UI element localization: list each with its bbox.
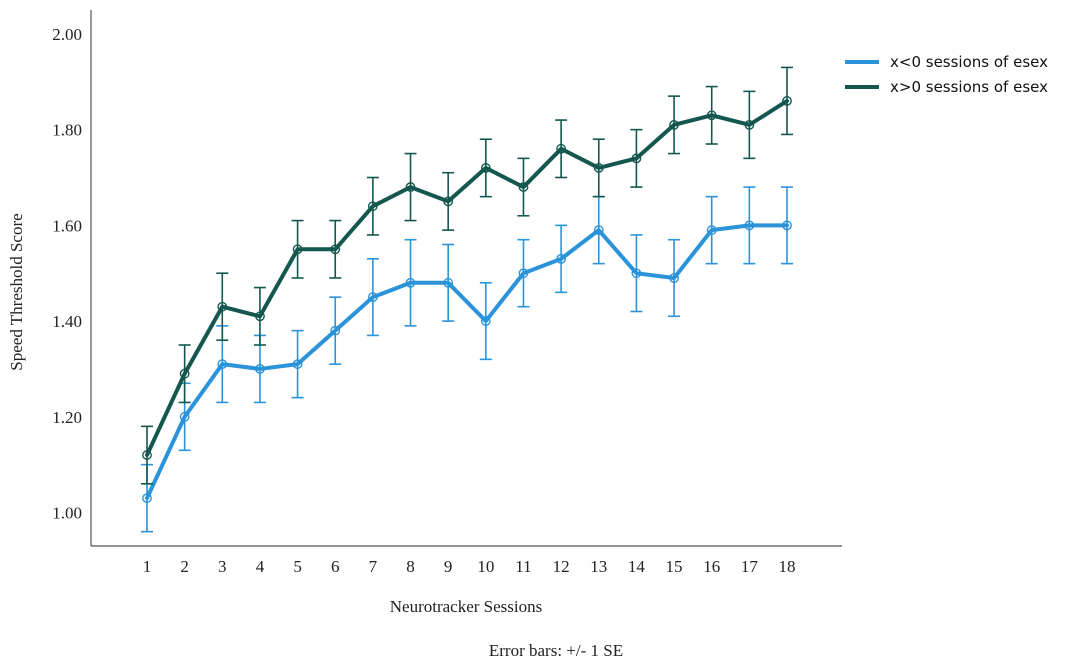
data-point (744, 119, 755, 130)
x-tick-label: 2 (180, 557, 189, 576)
data-point (669, 273, 679, 283)
data-point (443, 196, 454, 207)
data-point (292, 359, 303, 370)
x-axis-title: Neurotracker Sessions (390, 597, 543, 616)
x-tick-label: 12 (553, 557, 570, 576)
legend: x<0 sessions of esex x>0 sessions of ese… (845, 53, 1048, 96)
data-point (593, 163, 604, 173)
data-point (142, 493, 152, 504)
data-point (744, 220, 755, 231)
data-point (480, 316, 491, 326)
x-tick-label: 1 (143, 557, 152, 576)
series-line (145, 98, 789, 458)
data-point (706, 225, 717, 236)
x-tick-label: 11 (515, 557, 531, 576)
data-point (443, 277, 454, 288)
x-tick-label: 3 (218, 557, 227, 576)
x-tick-labels: 1 2 3 4 5 6 7 8 9 10 11 12 13 14 15 16 17 18 (143, 557, 796, 576)
data-point (367, 292, 378, 303)
data-point (217, 301, 228, 312)
data-point (405, 277, 416, 288)
data-point (556, 253, 567, 264)
y-tick-label: 2.00 (52, 25, 82, 44)
data-point (217, 359, 228, 370)
data-point (330, 325, 341, 336)
data-point (782, 220, 792, 231)
y-tick-labels: 1.00 1.20 1.40 1.60 1.80 2.00 (52, 25, 82, 523)
x-tick-label: 18 (779, 557, 796, 576)
data-point (292, 244, 303, 255)
legend-label-series-1: x<0 sessions of esex (890, 53, 1048, 71)
y-tick-label: 1.80 (52, 121, 82, 140)
data-point (669, 119, 679, 130)
data-point (179, 368, 190, 379)
data-point (255, 311, 265, 322)
data-point (405, 182, 416, 192)
data-point (179, 411, 190, 422)
data-point (556, 143, 567, 154)
x-tick-label: 5 (293, 557, 302, 576)
data-point (330, 244, 341, 255)
series-line (145, 223, 789, 501)
x-tick-label: 16 (703, 557, 720, 576)
x-tick-label: 15 (666, 557, 683, 576)
series-1 (141, 186, 793, 533)
data-point (631, 153, 642, 164)
data-point (518, 182, 529, 192)
error-bar-note: Error bars: +/- 1 SE (489, 641, 623, 660)
x-tick-label: 9 (444, 557, 453, 576)
y-tick-label: 1.40 (52, 312, 82, 331)
chart-axes (90, 10, 842, 547)
x-tick-label: 14 (628, 557, 646, 576)
data-point (782, 96, 792, 106)
data-point (142, 450, 152, 460)
legend-label-series-2: x>0 sessions of esex (890, 78, 1048, 96)
data-point (631, 268, 642, 279)
y-tick-label: 1.20 (52, 408, 82, 427)
series-layer (141, 66, 793, 533)
y-axis-title: Speed Threshold Score (7, 213, 26, 370)
x-tick-label: 7 (369, 557, 378, 576)
x-tick-label: 10 (477, 557, 494, 576)
data-point (255, 364, 265, 374)
x-tick-label: 4 (256, 557, 265, 576)
y-tick-label: 1.60 (52, 216, 82, 235)
series-2 (141, 66, 793, 485)
data-point (593, 225, 604, 236)
data-point (518, 268, 529, 279)
data-point (480, 163, 491, 173)
x-tick-label: 8 (406, 557, 415, 576)
y-tick-label: 1.00 (52, 504, 82, 523)
data-point (367, 201, 378, 212)
x-tick-label: 17 (741, 557, 759, 576)
x-tick-label: 6 (331, 557, 340, 576)
x-tick-label: 13 (590, 557, 607, 576)
data-point (706, 110, 717, 121)
